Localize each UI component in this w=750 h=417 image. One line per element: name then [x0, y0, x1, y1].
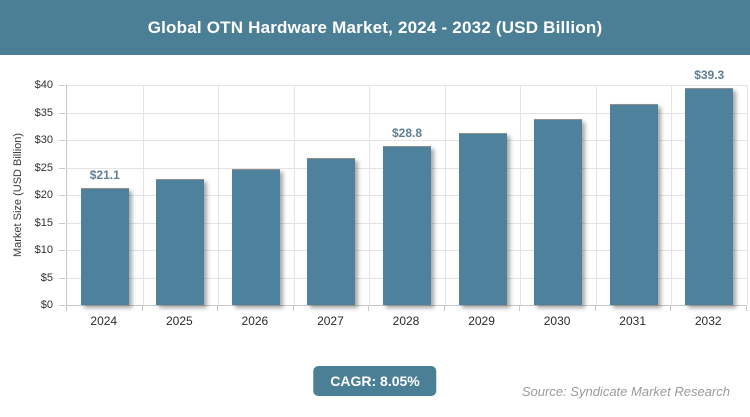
horizontal-gridline	[67, 140, 747, 141]
y-axis-tick-mark	[59, 222, 65, 224]
bar-2026	[231, 169, 280, 305]
x-axis-tick-mark	[66, 306, 67, 311]
y-axis-tick-label: $30	[34, 134, 53, 146]
x-axis-tick-mark	[217, 306, 219, 311]
x-axis-tick-mark	[594, 306, 596, 311]
horizontal-gridline	[67, 85, 747, 86]
bar-2028	[383, 146, 431, 305]
x-axis-tick-mark	[519, 306, 521, 311]
bar-2030	[534, 119, 583, 305]
x-axis-category-label: 2032	[694, 314, 722, 328]
vertical-gridline	[369, 85, 371, 305]
vertical-gridline	[595, 85, 597, 305]
vertical-gridline	[142, 85, 144, 305]
y-axis-tick-mark	[59, 277, 65, 279]
plot-area: $21.1 $28.8 $39.3	[66, 68, 748, 306]
chart-header: Global OTN Hardware Market, 2024 - 2032 …	[0, 0, 750, 55]
y-axis-tick-label: $20	[34, 189, 53, 201]
vertical-gridline	[218, 85, 220, 305]
x-axis-tick-mark	[368, 306, 370, 311]
y-axis-tick-mark	[59, 195, 65, 196]
vertical-gridline	[293, 85, 295, 305]
x-axis-category-label: 2025	[165, 314, 193, 328]
bar-2032	[685, 88, 734, 305]
bar-2031	[609, 104, 658, 305]
bar-value-label: $39.3	[694, 68, 725, 82]
vertical-gridline	[520, 85, 522, 305]
x-axis-ticks	[66, 306, 747, 311]
x-axis-tick-mark	[443, 306, 445, 311]
x-axis-category-label: 2029	[468, 314, 495, 328]
bar-value-label: $21.1	[89, 168, 120, 182]
y-axis-tick-label: $15	[34, 216, 53, 229]
y-axis-tick-mark	[59, 250, 65, 251]
bar-2025	[156, 179, 205, 305]
x-axis-category-label: 2030	[543, 314, 571, 328]
bar-value-label: $28.8	[391, 126, 423, 140]
y-axis-tick-mark	[59, 167, 65, 169]
x-axis-labels: 2024 2025 2026 2027 2028 2029 2030 2031 2032	[66, 314, 746, 330]
x-axis-tick-mark	[670, 306, 672, 311]
y-axis-tick-mark	[59, 305, 65, 306]
x-axis-category-label: 2024	[90, 314, 118, 328]
y-axis-tick-mark	[59, 112, 65, 114]
y-axis: $0 $5 $10 $15 $20 $25 $30 $35 $40	[0, 79, 66, 311]
x-axis-category-label: 2027	[317, 314, 344, 328]
chart-title: Global OTN Hardware Market, 2024 - 2032 …	[147, 18, 603, 37]
x-axis-tick-mark	[292, 306, 294, 311]
x-axis-category-label: 2028	[392, 314, 420, 328]
source-attribution: Source: Syndicate Market Research	[521, 384, 730, 399]
x-axis-tick-mark	[141, 306, 143, 311]
vertical-gridline	[671, 85, 673, 305]
y-axis-tick-label: $25	[34, 161, 53, 174]
x-axis-category-label: 2031	[619, 314, 647, 328]
cagr-badge: CAGR: 8.05%	[313, 366, 437, 396]
vertical-gridline	[747, 85, 748, 305]
x-axis-category-label: 2026	[241, 314, 269, 328]
y-axis-tick-label: $35	[34, 106, 53, 119]
y-axis-tick-mark	[59, 85, 65, 86]
y-axis-tick-label: $40	[34, 79, 53, 91]
y-axis-tick-label: $5	[40, 271, 53, 284]
y-axis-tick-label: $10	[34, 244, 53, 256]
vertical-gridline	[444, 85, 446, 305]
y-axis-tick-mark	[59, 140, 65, 141]
bar-2027	[307, 158, 356, 305]
y-axis-tick-label: $0	[40, 299, 53, 311]
bar-2029	[458, 133, 507, 305]
x-axis-tick-mark	[746, 306, 747, 311]
horizontal-gridline	[67, 112, 747, 114]
bar-2024	[80, 188, 129, 305]
